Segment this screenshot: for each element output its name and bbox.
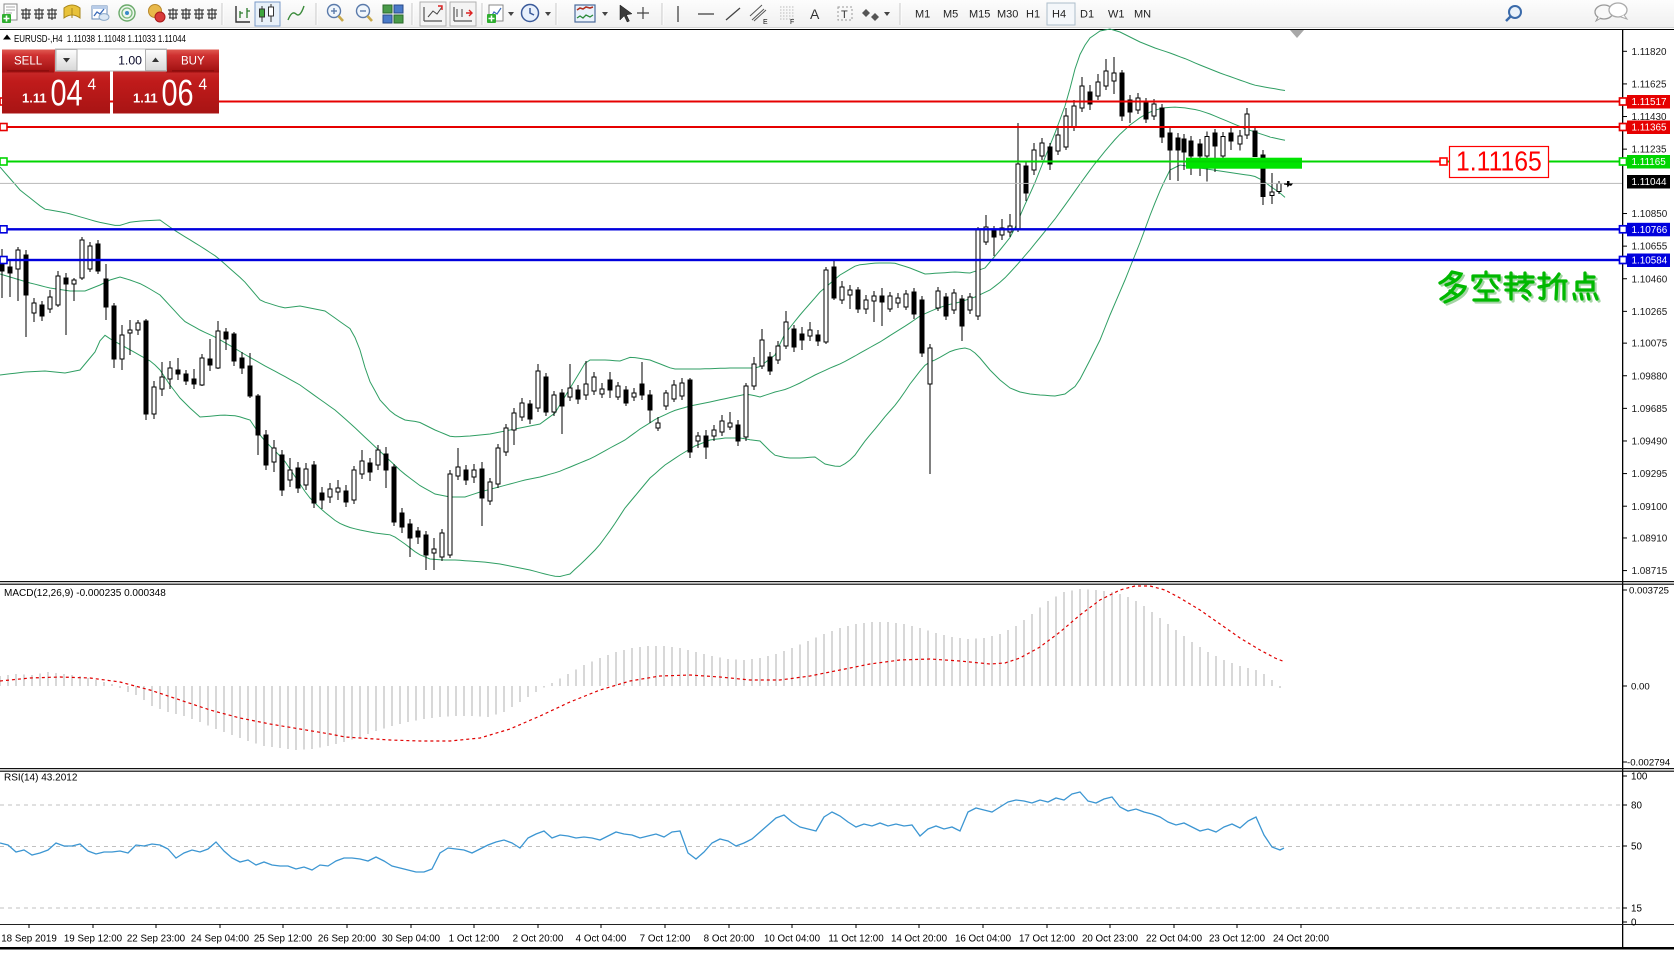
svg-text:50: 50 xyxy=(1631,842,1642,853)
svg-text:MACD(12,26,9) -0.000235 0.0003: MACD(12,26,9) -0.000235 0.000348 xyxy=(4,588,166,599)
svg-text:30 Sep 04:00: 30 Sep 04:00 xyxy=(382,934,441,945)
svg-text:1.11365: 1.11365 xyxy=(1632,123,1667,134)
svg-text:1.10850: 1.10850 xyxy=(1632,209,1668,220)
svg-text:10 Oct 04:00: 10 Oct 04:00 xyxy=(764,934,821,945)
svg-text:1.11625: 1.11625 xyxy=(1632,80,1667,91)
svg-text:F: F xyxy=(790,19,794,26)
svg-text:1.00: 1.00 xyxy=(118,54,142,68)
svg-text:1.11: 1.11 xyxy=(22,91,47,106)
svg-text:SELL: SELL xyxy=(14,56,43,68)
svg-text:15: 15 xyxy=(1631,904,1642,915)
svg-text:EURUSD-,H4 1.11038 1.11048 1.: EURUSD-,H4 1.11038 1.11048 1.11033 1.110… xyxy=(14,33,186,44)
svg-text:1 Oct 12:00: 1 Oct 12:00 xyxy=(449,934,500,945)
svg-text:80: 80 xyxy=(1631,801,1642,812)
svg-text:W1: W1 xyxy=(1108,9,1125,21)
svg-text:1.10655: 1.10655 xyxy=(1632,242,1668,253)
svg-text:24 Oct 20:00: 24 Oct 20:00 xyxy=(1273,934,1330,945)
svg-text:1.11235: 1.11235 xyxy=(1632,145,1667,156)
svg-text:4: 4 xyxy=(199,77,208,94)
svg-text:1.11430: 1.11430 xyxy=(1632,112,1667,123)
svg-text:M1: M1 xyxy=(915,9,930,21)
svg-text:100: 100 xyxy=(1631,772,1648,783)
svg-text:1.09880: 1.09880 xyxy=(1632,371,1668,382)
svg-text:1.11165: 1.11165 xyxy=(1632,157,1667,168)
svg-text:E: E xyxy=(763,19,768,26)
svg-text:MN: MN xyxy=(1134,9,1151,21)
svg-text:D1: D1 xyxy=(1080,9,1094,21)
svg-text:1.11820: 1.11820 xyxy=(1632,47,1667,58)
svg-text:4 Oct 04:00: 4 Oct 04:00 xyxy=(576,934,627,945)
svg-text:26 Sep 20:00: 26 Sep 20:00 xyxy=(318,934,377,945)
svg-text:1.11517: 1.11517 xyxy=(1632,97,1667,108)
svg-text:11 Oct 12:00: 11 Oct 12:00 xyxy=(828,934,884,945)
svg-text:2 Oct 20:00: 2 Oct 20:00 xyxy=(513,934,564,945)
svg-text:22 Oct 04:00: 22 Oct 04:00 xyxy=(1146,934,1203,945)
svg-text:1.09685: 1.09685 xyxy=(1632,404,1668,415)
svg-text:19 Sep 12:00: 19 Sep 12:00 xyxy=(64,934,123,945)
svg-text:1.09490: 1.09490 xyxy=(1632,437,1668,448)
svg-text:1.10265: 1.10265 xyxy=(1632,307,1668,318)
svg-text:14 Oct 20:00: 14 Oct 20:00 xyxy=(891,934,948,945)
svg-text:17 Oct 12:00: 17 Oct 12:00 xyxy=(1019,934,1076,945)
svg-text:1.11044: 1.11044 xyxy=(1632,177,1667,188)
svg-text:25 Sep 12:00: 25 Sep 12:00 xyxy=(254,934,313,945)
svg-text:M15: M15 xyxy=(969,9,990,21)
svg-text:24 Sep 04:00: 24 Sep 04:00 xyxy=(191,934,250,945)
svg-text:BUY: BUY xyxy=(181,56,205,68)
svg-text:1.10766: 1.10766 xyxy=(1632,225,1668,236)
svg-text:1.10075: 1.10075 xyxy=(1632,339,1668,350)
svg-text:1.08715: 1.08715 xyxy=(1632,566,1668,577)
svg-text:06: 06 xyxy=(162,73,194,114)
svg-text:0: 0 xyxy=(1631,918,1637,929)
svg-text:M30: M30 xyxy=(997,9,1018,21)
svg-text:20 Oct 23:00: 20 Oct 23:00 xyxy=(1082,934,1139,945)
svg-text:H4: H4 xyxy=(1052,9,1066,21)
svg-text:1.10460: 1.10460 xyxy=(1632,274,1668,285)
svg-text:RSI(14) 43.2012: RSI(14) 43.2012 xyxy=(4,773,78,784)
svg-text:1.09295: 1.09295 xyxy=(1632,469,1668,480)
svg-text:1.11165: 1.11165 xyxy=(1456,145,1542,177)
svg-text:M5: M5 xyxy=(943,9,958,21)
svg-text:1.11: 1.11 xyxy=(133,91,158,106)
svg-text:-0.002794: -0.002794 xyxy=(1627,758,1671,769)
svg-text:7 Oct 12:00: 7 Oct 12:00 xyxy=(640,934,691,945)
svg-text:04: 04 xyxy=(51,73,83,114)
svg-text:18 Sep 2019: 18 Sep 2019 xyxy=(1,934,57,945)
svg-text:H1: H1 xyxy=(1026,9,1040,21)
svg-text:1.08910: 1.08910 xyxy=(1632,534,1668,545)
svg-text:T: T xyxy=(841,9,848,21)
svg-text:A: A xyxy=(810,6,820,22)
svg-text:22 Sep 23:00: 22 Sep 23:00 xyxy=(127,934,186,945)
svg-text:0.00: 0.00 xyxy=(1631,682,1650,693)
svg-text:0.003725: 0.003725 xyxy=(1629,586,1669,597)
svg-text:1.09100: 1.09100 xyxy=(1632,502,1668,513)
svg-text:16 Oct 04:00: 16 Oct 04:00 xyxy=(955,934,1012,945)
svg-text:8 Oct 20:00: 8 Oct 20:00 xyxy=(704,934,755,945)
svg-text:23 Oct 12:00: 23 Oct 12:00 xyxy=(1209,934,1266,945)
svg-text:1.10584: 1.10584 xyxy=(1632,256,1668,267)
svg-text:4: 4 xyxy=(88,77,97,94)
